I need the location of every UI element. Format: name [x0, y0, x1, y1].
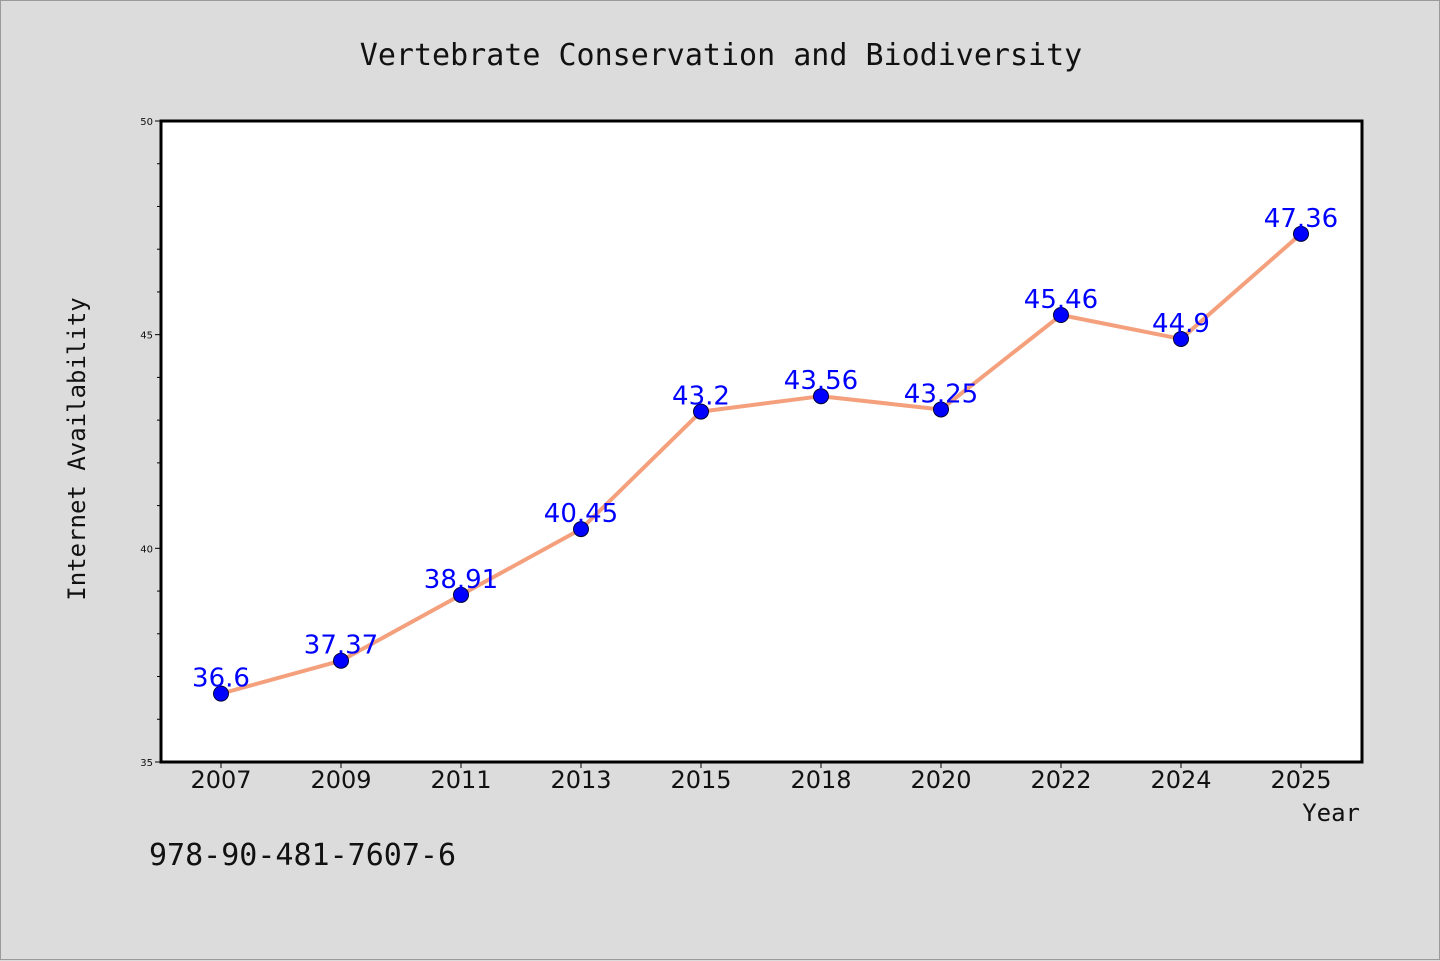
data-point: [1173, 330, 1189, 347]
series-layer: 36.6 37.37 38.91 40.45 43.2 43.56 43.25 45.46 44…: [192, 204, 1338, 702]
data-label: 44.9: [1152, 309, 1210, 339]
data-label: 43.56: [784, 366, 858, 396]
chart-title: Vertebrate Conservation and Biodiversity: [360, 38, 1082, 73]
x-tick-label: 2022: [1030, 766, 1091, 794]
x-tick-label: 2020: [910, 766, 971, 794]
data-label: 45.46: [1024, 285, 1098, 315]
x-tick-label: 2025: [1270, 766, 1331, 794]
y-tick-label: 40: [140, 544, 153, 555]
data-point: [693, 403, 709, 420]
data-label: 43.25: [904, 379, 978, 409]
data-point: [813, 388, 829, 405]
x-tick-label: 2018: [790, 766, 851, 794]
data-point: [213, 685, 229, 702]
data-point: [573, 521, 589, 538]
x-tick-label: 2013: [550, 766, 611, 794]
x-tick-label: 2015: [670, 766, 731, 794]
y-axis: 35 40 45 50: [140, 117, 161, 769]
data-point: [333, 652, 349, 669]
x-tick-label: 2024: [1150, 766, 1211, 794]
x-tick-label: 2011: [430, 766, 491, 794]
x-axis: 2007 2009 2011 2013 2015 2018 2020 2022 2024 2025: [190, 762, 1332, 794]
data-point: [933, 401, 949, 418]
data-label: 40.45: [544, 499, 618, 529]
isbn-text: 978-90-481-7607-6: [149, 838, 456, 873]
y-tick-label: 35: [140, 758, 153, 769]
x-tick-label: 2009: [310, 766, 371, 794]
data-point: [453, 586, 469, 603]
y-tick-label: 50: [140, 117, 153, 128]
data-label: 43.2: [672, 382, 730, 412]
data-label: 37.37: [304, 631, 378, 661]
x-axis-label: Year: [1302, 799, 1360, 827]
data-point: [1053, 307, 1069, 324]
data-label: 38.91: [424, 565, 498, 595]
data-label: 47.36: [1264, 204, 1338, 234]
y-tick-label: 45: [140, 331, 153, 342]
y-axis-label: Internet Availability: [63, 297, 91, 600]
x-tick-label: 2007: [190, 766, 251, 794]
data-point: [1293, 225, 1309, 242]
series-line: [220, 232, 1303, 696]
plot-area: [159, 119, 1364, 764]
data-label: 36.6: [192, 664, 250, 694]
